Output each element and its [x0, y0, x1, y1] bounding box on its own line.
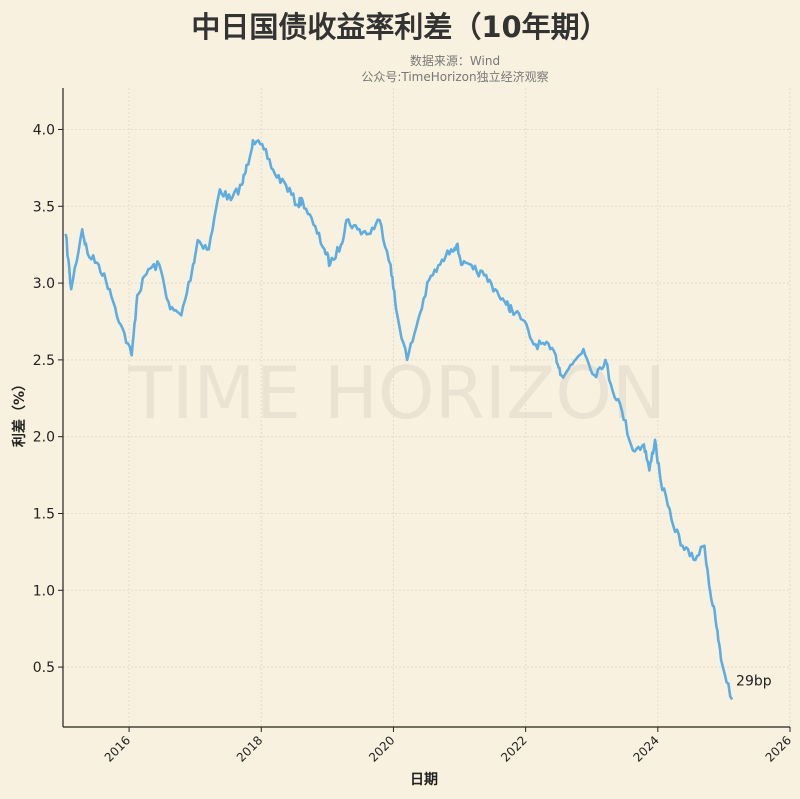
chart-account: 公众号:TimeHorizon独立经济观察: [361, 70, 549, 84]
y-tick-label: 1.5: [33, 506, 55, 522]
x-tick-label: 2026: [763, 733, 794, 764]
x-axis-label: 日期: [410, 772, 438, 788]
y-axis-label: 利差（%）: [11, 377, 28, 447]
y-tick-label: 3.5: [33, 199, 55, 215]
y-tick-label: 2.5: [33, 353, 55, 369]
x-tick-label: 2018: [234, 733, 265, 764]
x-tick-label: 2016: [102, 733, 133, 764]
chart-title: 中日国债收益率利差（10年期）: [191, 10, 609, 44]
y-tick-label: 2.0: [33, 430, 55, 446]
end-annotation: 29bp: [736, 673, 772, 689]
y-tick-label: 3.0: [33, 276, 55, 292]
x-tick-label: 2020: [366, 733, 397, 764]
watermark: TIME HORIZON: [127, 351, 666, 435]
x-tick-label: 2022: [498, 733, 529, 764]
chart-source: 数据来源：Wind: [409, 54, 501, 68]
x-tick-label: 2024: [630, 733, 661, 764]
series-line: [64, 138, 734, 701]
y-tick-label: 0.5: [33, 660, 55, 676]
y-tick-label: 4.0: [33, 122, 55, 138]
y-tick-label: 1.0: [33, 583, 55, 599]
